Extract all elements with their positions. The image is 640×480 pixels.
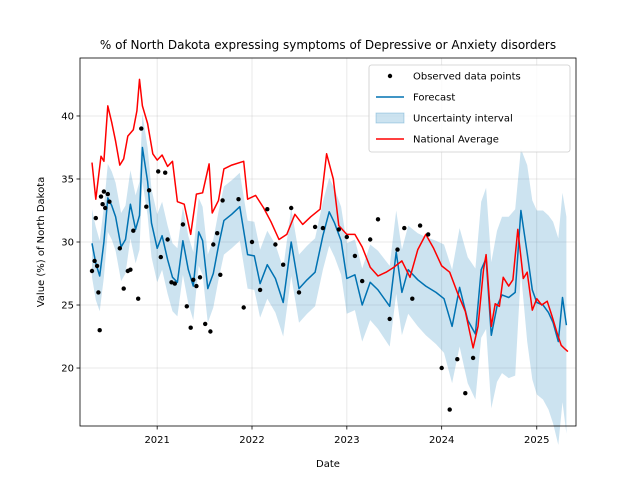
observed-data-point	[197, 275, 203, 280]
legend-marker-observed	[387, 73, 393, 79]
observed-data-point	[169, 280, 174, 285]
observed-data-point	[273, 242, 278, 247]
observed-data-point	[101, 189, 107, 194]
observed-data-point	[172, 281, 177, 286]
observed-data-point	[121, 286, 126, 291]
observed-data-point	[215, 231, 220, 236]
observed-data-point	[146, 188, 152, 193]
chart-title: % of North Dakota expressing symptoms of…	[100, 38, 556, 52]
observed-data-point	[92, 258, 97, 264]
x-tick-label: 2021	[144, 435, 169, 446]
observed-data-point	[410, 296, 415, 301]
y-axis-title: Value (%) of North Dakota	[36, 177, 47, 308]
observed-data-point	[98, 194, 104, 199]
observed-data-point	[96, 290, 101, 295]
observed-data-point	[455, 357, 460, 362]
observed-data-point	[387, 316, 392, 322]
observed-data-point	[180, 222, 186, 227]
legend-label: National Average	[413, 135, 499, 146]
legend-label: Observed data points	[413, 72, 521, 83]
observed-data-point	[158, 254, 163, 260]
observed-data-point	[105, 191, 111, 197]
observed-data-point	[131, 228, 136, 233]
observed-data-point	[470, 355, 476, 361]
legend-box	[368, 64, 571, 153]
x-tick-label: 2025	[524, 435, 549, 446]
observed-data-point	[236, 197, 241, 202]
observed-data-point	[165, 237, 170, 242]
observed-data-point	[139, 126, 144, 131]
observed-data-point	[463, 391, 468, 396]
observed-data-point	[103, 205, 108, 211]
national-average-line	[91, 78, 569, 353]
observed-data-point	[395, 247, 400, 252]
observed-data-point	[117, 246, 123, 251]
observed-data-point	[312, 224, 318, 230]
observed-data-point	[211, 242, 216, 247]
forecast-line	[91, 146, 568, 343]
observed-data-point	[194, 283, 199, 289]
observed-data-point	[208, 329, 213, 334]
observed-data-point	[89, 268, 95, 274]
x-tick-label: 2024	[429, 435, 454, 446]
observed-data-point	[163, 170, 168, 175]
observed-data-point	[93, 215, 99, 221]
uncertainty-band	[92, 113, 567, 445]
observed-data-point	[107, 199, 112, 204]
uncertainty-band-layer	[92, 113, 567, 445]
observed-data-point	[439, 365, 444, 371]
x-axis-title: Date	[316, 459, 340, 470]
observed-data-point	[184, 304, 189, 309]
series-lines-layer	[91, 78, 569, 353]
observed-data-point	[241, 305, 246, 310]
observed-data-point	[368, 237, 373, 242]
observed-data-point	[375, 217, 381, 222]
observed-data-point	[257, 287, 263, 293]
legend: Observed data points Forecast Uncertainty …	[368, 64, 571, 153]
observed-data-point	[336, 227, 341, 232]
observed-data-point	[417, 223, 423, 228]
y-tick-label: 25	[61, 301, 74, 312]
x-axis-ticks: 2021 2022 2023 2024 2025	[144, 426, 549, 446]
observed-data-point	[97, 328, 102, 333]
legend-label: Uncertainty interval	[413, 114, 513, 125]
observed-data-point	[136, 296, 141, 301]
observed-data-point	[402, 225, 407, 231]
observed-data-point	[128, 267, 133, 272]
observed-data-point	[447, 407, 452, 412]
y-tick-label: 35	[61, 174, 74, 185]
observed-data-point	[281, 262, 286, 267]
observed-data-point	[296, 290, 302, 295]
legend-swatch-uncertainty	[375, 112, 405, 124]
observed-data-point	[344, 234, 349, 240]
observed-data-point	[203, 321, 208, 327]
observed-data-point	[100, 202, 105, 207]
x-tick-label: 2023	[334, 435, 359, 446]
observed-data-point	[188, 325, 193, 330]
observed-data-point	[249, 239, 255, 245]
observed-data-point	[289, 205, 294, 211]
observed-data-point	[265, 207, 270, 212]
observed-data-point	[94, 263, 100, 269]
legend-label: Forecast	[413, 93, 455, 104]
observed-data-point	[426, 232, 431, 237]
y-tick-label: 40	[61, 111, 74, 122]
y-tick-label: 20	[61, 364, 74, 375]
observed-data-point	[352, 253, 358, 259]
observed-data-point	[218, 272, 223, 277]
y-axis-ticks: 20 25 30 35 40	[61, 111, 80, 375]
observed-data-point	[191, 277, 196, 282]
y-tick-label: 30	[61, 238, 74, 249]
x-tick-label: 2022	[239, 435, 264, 446]
observed-data-point	[360, 278, 365, 284]
observed-data-point	[156, 169, 161, 174]
observed-data-point	[220, 198, 225, 203]
observed-data-point	[320, 225, 326, 231]
observed-points-layer	[89, 126, 476, 412]
observed-data-point	[144, 204, 149, 209]
